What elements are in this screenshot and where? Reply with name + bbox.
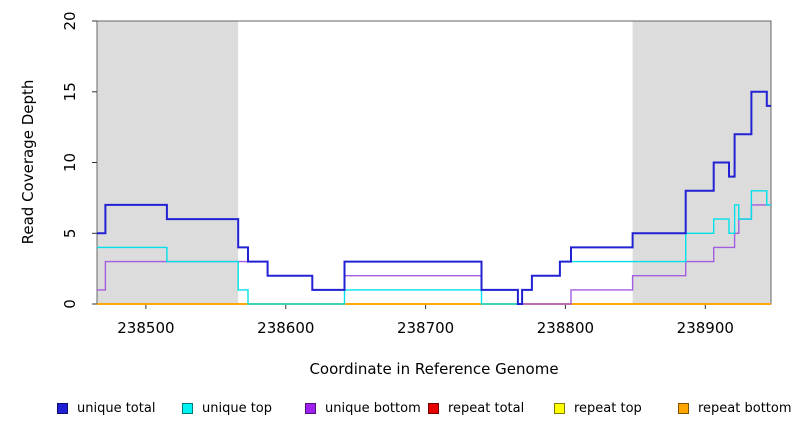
x-axis-title: Coordinate in Reference Genome [309,360,559,378]
y-tick-label: 10 [61,153,79,172]
shaded-region [97,21,239,304]
x-tick-label: 238800 [537,319,594,337]
x-tick-label: 238600 [257,319,314,337]
y-tick-label: 0 [61,299,79,309]
y-tick-label: 20 [61,11,79,30]
shaded-region [632,21,771,304]
x-tick-label: 238700 [397,319,454,337]
x-tick-label: 238900 [677,319,734,337]
x-tick-label: 238500 [117,319,174,337]
y-axis-title: Read Coverage Depth [19,79,37,245]
y-tick-label: 15 [61,82,79,101]
y-tick-label: 5 [61,229,79,239]
series-unique-total [97,90,771,305]
